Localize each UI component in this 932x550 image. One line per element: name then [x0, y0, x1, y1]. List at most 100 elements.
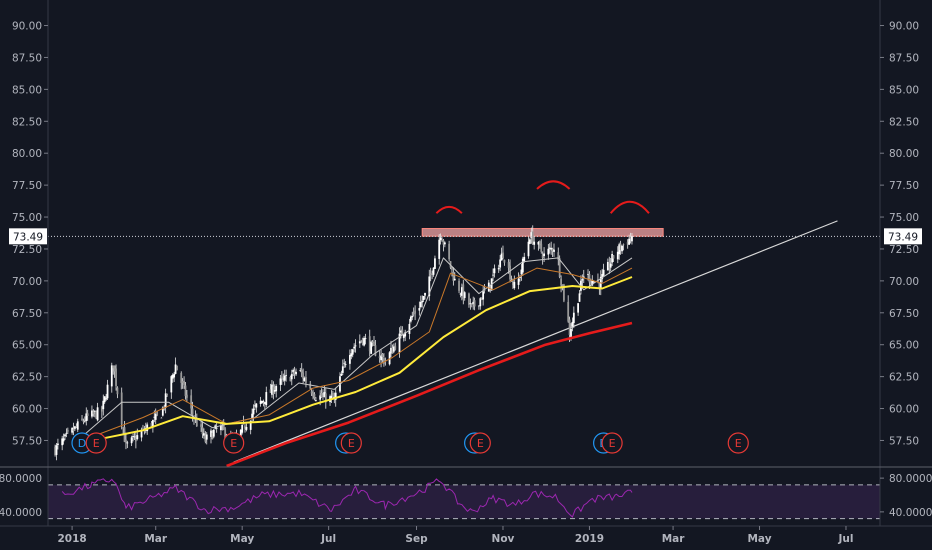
last-price-tag-right: [884, 228, 922, 245]
candle-body: [166, 393, 168, 396]
candle-body: [408, 323, 411, 334]
candle-body: [582, 276, 585, 279]
rsi-band: [48, 484, 880, 519]
candle-body: [126, 442, 129, 444]
candle-body: [265, 392, 268, 406]
candle-body: [418, 308, 421, 311]
trendline[interactable]: [233, 220, 838, 463]
candle-body: [163, 406, 166, 408]
candle-body: [299, 370, 302, 371]
earnings-marker[interactable]: E: [601, 432, 623, 454]
event-circle: [469, 432, 491, 454]
candle-body: [463, 292, 466, 298]
candle-body: [459, 293, 462, 295]
candle-body: [612, 255, 615, 259]
candle-body: [492, 274, 494, 276]
candle-body: [151, 420, 154, 428]
candle-body: [103, 396, 106, 403]
candle-body: [170, 376, 173, 393]
earnings-marker[interactable]: E: [223, 432, 245, 454]
candle-body: [493, 268, 496, 274]
candle-body: [591, 279, 594, 286]
candle-body: [210, 430, 212, 437]
pattern-arc[interactable]: [536, 180, 571, 190]
x-tick-label: Jul: [837, 533, 853, 545]
pattern-arc[interactable]: [609, 200, 650, 214]
candle-body: [598, 282, 601, 289]
y-tick-label-left: 62.50: [12, 372, 42, 384]
y-tick-label-right: 87.50: [889, 52, 919, 64]
candle-body: [95, 411, 98, 419]
candle-body: [577, 303, 579, 313]
candle-body: [394, 345, 397, 350]
moving-average-short[interactable]: [84, 257, 633, 435]
candle-body: [558, 258, 561, 277]
candle-body: [322, 395, 324, 397]
candle-body: [201, 427, 204, 435]
candle-body: [451, 266, 453, 270]
candle-body: [533, 241, 536, 245]
candle-body: [85, 413, 88, 421]
candle-body: [380, 355, 382, 361]
candle-body: [371, 341, 374, 343]
candle-body: [571, 321, 574, 327]
main-price-pane[interactable]: DEEDEDEDEE: [48, 180, 880, 468]
candle-body: [82, 421, 85, 422]
y-tick-label-right: 67.50: [889, 308, 919, 320]
earnings-marker[interactable]: E: [85, 432, 107, 454]
candle-body: [616, 251, 619, 260]
candle-body: [631, 236, 633, 242]
candle-body: [503, 259, 506, 263]
candle-body: [621, 245, 623, 252]
candle-body: [273, 389, 276, 392]
candle-body: [629, 236, 632, 239]
earnings-marker[interactable]: E: [727, 432, 749, 454]
rsi-tick-label-right: 80.0000: [889, 473, 932, 485]
candle-body: [279, 378, 282, 385]
moving-average-mid[interactable]: [98, 267, 633, 435]
candle-body: [324, 393, 327, 403]
earnings-marker[interactable]: E: [340, 432, 362, 454]
candle-body: [373, 341, 375, 346]
candle-body: [628, 238, 631, 245]
pattern-arc[interactable]: [435, 205, 463, 214]
y-tick-label-left: 60.00: [12, 404, 42, 416]
candle-body: [353, 346, 356, 349]
candle-body: [96, 407, 99, 421]
y-tick-label-right: 62.50: [889, 372, 919, 384]
rsi-pane[interactable]: [48, 478, 880, 520]
candle-body: [275, 386, 278, 392]
candle-body: [483, 289, 486, 291]
candle-body: [263, 402, 266, 404]
candle-body: [480, 298, 483, 300]
candle-body: [133, 436, 136, 438]
rsi-line[interactable]: [61, 478, 633, 518]
candle-body: [140, 431, 143, 438]
candle-body: [521, 258, 524, 273]
candle-body: [482, 291, 485, 300]
candle-body: [363, 337, 365, 346]
candle-body: [251, 413, 254, 419]
candle-body: [76, 421, 79, 430]
candle-body: [531, 231, 534, 244]
candle-body: [252, 408, 255, 415]
candle-body: [499, 259, 502, 268]
candle-body: [222, 423, 225, 430]
candle-body: [541, 254, 544, 259]
earnings-marker[interactable]: E: [469, 432, 491, 454]
candle-body: [551, 248, 554, 252]
candle-body: [400, 330, 402, 333]
y-tick-label-left: 70.00: [12, 276, 42, 288]
candle-body: [74, 426, 76, 429]
resistance-zone[interactable]: [421, 228, 664, 237]
candle-body: [513, 281, 516, 289]
x-tick-label: May: [747, 533, 771, 545]
candle-body: [156, 411, 159, 416]
moving-average-long[interactable]: [98, 276, 633, 441]
x-tick-label: May: [230, 533, 254, 545]
candle-body: [469, 303, 472, 305]
moving-average-200[interactable]: [226, 321, 633, 468]
candle-body: [331, 392, 334, 399]
